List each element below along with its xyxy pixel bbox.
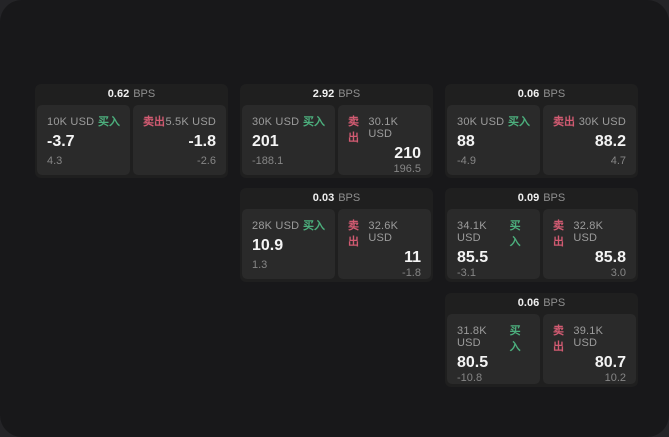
quote-card-1: 0.62 BPS 10K USD 买入 -3.7 4.3 卖出 5.5K USD… [35,84,228,178]
bps-unit-label: BPS [338,88,361,100]
buy-price: 85.5 [457,249,489,266]
sell-change: 196.5 [393,162,421,175]
sell-amount: 30.1K USD [368,116,399,140]
buy-amount: 30K USD [457,116,505,128]
panels-row: 28K USD 买入 10.9 1.3 卖出 32.6K USD 11 -1.8 [242,209,431,279]
card-header: 0.03 BPS [240,188,433,209]
buy-amount: 28K USD [252,220,300,232]
buy-price: -3.7 [47,133,75,151]
bps-unit-label: BPS [543,88,566,100]
buy-change: 4.3 [47,154,63,167]
sell-panel[interactable]: 卖出 30K USD 88.2 4.7 [543,105,636,175]
panels-row: 30K USD 买入 88 -4.9 卖出 30K USD 88.2 4.7 [447,105,636,175]
sell-price: 80.7 [594,354,626,371]
sell-panel[interactable]: 卖出 30.1K USD 210 196.5 [338,105,431,175]
buy-change: -188.1 [252,154,284,167]
buy-change: 1.3 [252,258,268,271]
bps-value: 0.06 [517,297,540,309]
buy-amount: 30K USD [252,116,300,128]
sell-panel[interactable]: 卖出 39.1K USD 80.7 10.2 [543,314,636,384]
sell-change: 3.0 [610,266,626,279]
sell-price: 88.2 [594,133,626,151]
bps-value: 0.03 [312,192,335,204]
quote-card-5: 0.09 BPS 34.1K USD 买入 85.5 -3.1 卖出 32.8K… [445,188,638,282]
sell-change: -1.8 [402,266,421,279]
sell-panel[interactable]: 卖出 32.8K USD 85.8 3.0 [543,209,636,279]
sell-change: 4.7 [610,154,626,167]
buy-side-button[interactable]: 买入 [303,220,325,232]
panels-row: 31.8K USD 买入 80.5 -10.8 卖出 39.1K USD 80.… [447,314,636,384]
buy-panel[interactable]: 28K USD 买入 10.9 1.3 [242,209,335,279]
sell-amount: 39.1K USD [573,325,604,349]
card-header: 0.06 BPS [445,293,638,314]
card-header: 0.62 BPS [35,84,228,105]
buy-price: 201 [252,133,279,151]
bps-value: 2.92 [312,88,335,100]
sell-change: 10.2 [604,371,626,384]
sell-side-button[interactable]: 卖出 [553,116,575,128]
quote-card-2: 2.92 BPS 30K USD 买入 201 -188.1 卖出 30.1K … [240,84,433,178]
sell-side-button[interactable]: 卖出 [143,116,165,128]
bps-unit-label: BPS [338,192,361,204]
sell-amount: 32.8K USD [573,220,604,244]
sell-amount: 30K USD [578,116,626,128]
sell-side-button[interactable]: 卖出 [553,220,564,248]
bps-value: 0.62 [107,88,130,100]
buy-amount: 34.1K USD [457,220,487,244]
buy-change: -10.8 [457,371,483,384]
sell-amount: 5.5K USD [165,116,216,128]
sell-price: -1.8 [188,133,216,151]
buy-side-button[interactable]: 买入 [509,220,521,248]
buy-amount: 31.8K USD [457,325,487,349]
quote-card-6: 0.06 BPS 31.8K USD 买入 80.5 -10.8 卖出 39.1… [445,293,638,387]
sell-side-button[interactable]: 卖出 [348,220,359,248]
buy-panel[interactable]: 31.8K USD 买入 80.5 -10.8 [447,314,540,384]
buy-amount: 10K USD [47,116,95,128]
sell-amount: 32.6K USD [368,220,399,244]
buy-side-button[interactable]: 买入 [98,116,120,128]
buy-side-button[interactable]: 买入 [509,325,521,353]
card-header: 0.09 BPS [445,188,638,209]
card-header: 2.92 BPS [240,84,433,105]
card-header: 0.06 BPS [445,84,638,105]
quote-card-4: 0.03 BPS 28K USD 买入 10.9 1.3 卖出 32.6K US… [240,188,433,282]
sell-side-button[interactable]: 卖出 [553,325,564,353]
buy-panel[interactable]: 30K USD 买入 88 -4.9 [447,105,540,175]
bps-unit-label: BPS [133,88,156,100]
bps-value: 0.06 [517,88,540,100]
buy-price: 80.5 [457,354,489,371]
buy-price: 10.9 [252,237,284,255]
sell-price: 210 [394,145,421,162]
sell-panel[interactable]: 卖出 5.5K USD -1.8 -2.6 [133,105,226,175]
buy-panel[interactable]: 30K USD 买入 201 -188.1 [242,105,335,175]
quote-card-3: 0.06 BPS 30K USD 买入 88 -4.9 卖出 30K USD 8… [445,84,638,178]
buy-side-button[interactable]: 买入 [303,116,325,128]
sell-price: 85.8 [594,249,626,266]
panels-row: 30K USD 买入 201 -188.1 卖出 30.1K USD 210 1… [242,105,431,175]
buy-side-button[interactable]: 买入 [508,116,530,128]
buy-change: -4.9 [457,154,476,167]
buy-change: -3.1 [457,266,476,279]
buy-price: 88 [457,133,475,151]
panels-row: 10K USD 买入 -3.7 4.3 卖出 5.5K USD -1.8 -2.… [37,105,226,175]
buy-panel[interactable]: 34.1K USD 买入 85.5 -3.1 [447,209,540,279]
bps-unit-label: BPS [543,297,566,309]
bps-unit-label: BPS [543,192,566,204]
sell-price: 11 [404,249,421,266]
buy-panel[interactable]: 10K USD 买入 -3.7 4.3 [37,105,130,175]
bps-value: 0.09 [517,192,540,204]
sell-change: -2.6 [197,154,216,167]
panels-row: 34.1K USD 买入 85.5 -3.1 卖出 32.8K USD 85.8… [447,209,636,279]
sell-side-button[interactable]: 卖出 [348,116,359,144]
sell-panel[interactable]: 卖出 32.6K USD 11 -1.8 [338,209,431,279]
